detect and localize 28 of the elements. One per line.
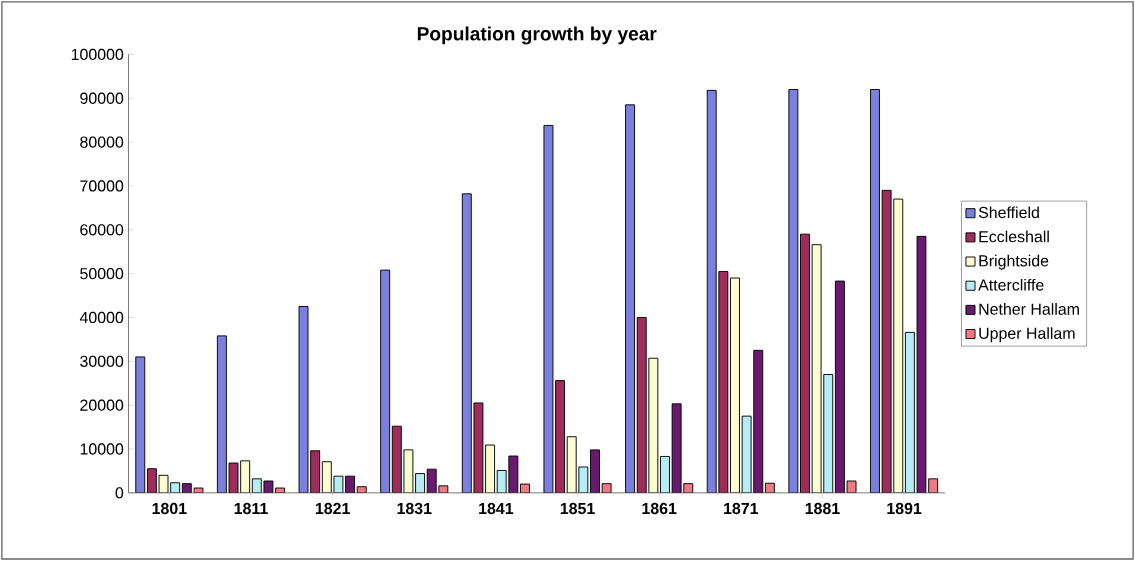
y-tick-label: 60000 [80,224,124,236]
y-tick-label: 90000 [80,92,124,104]
chart-title: Population growth by year [417,26,657,45]
legend-label: Attercliffe [978,279,1044,291]
y-tick-label: 50000 [80,268,124,280]
y-tick-label: 20000 [80,399,124,411]
legend-label: Nether Hallam [979,303,1079,315]
x-tick-label: 1881 [805,502,840,515]
legend-label: Brightside [979,254,1049,270]
x-tick-label: 1831 [397,502,432,515]
legend-label: Eccleshall [979,230,1049,243]
x-tick-label: 1851 [560,502,595,515]
y-tick-label: 70000 [80,180,124,192]
x-tick-label: 1861 [642,502,677,515]
y-tick-label: 80000 [80,136,124,148]
x-tick-label: 1821 [315,502,350,515]
x-tick-label: 1841 [479,502,514,515]
y-tick-label: 100000 [71,48,124,61]
x-tick-label: 1871 [724,502,759,515]
y-tick-label: 30000 [80,355,124,368]
legend-label: Sheffield [978,206,1039,219]
y-tick-label: 10000 [80,443,124,455]
y-tick-label: 0 [115,487,124,499]
y-tick-label: 40000 [79,311,124,324]
x-tick-label: 1801 [152,502,187,515]
x-tick-label: 1811 [234,502,268,515]
x-tick-label: 1891 [887,502,922,515]
legend-label: Upper Hallam [979,327,1075,343]
